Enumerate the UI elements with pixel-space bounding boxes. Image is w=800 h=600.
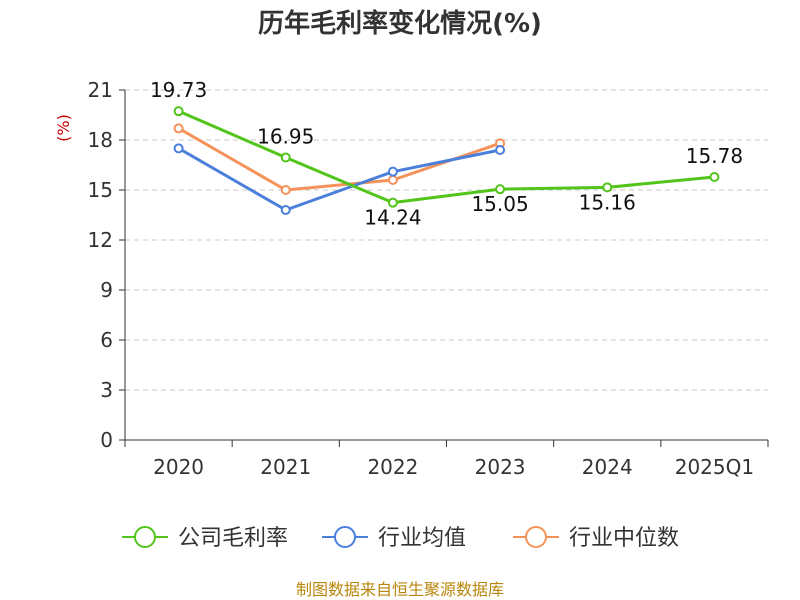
data-label: 19.73 (150, 78, 207, 102)
data-point (602, 182, 613, 193)
data-labels: 19.73 16.95 14.24 15.05 15.16 15.78 (150, 78, 743, 230)
chart-title: 历年毛利率变化情况(%) (258, 8, 542, 39)
x-tick-label: 2023 (475, 455, 526, 479)
data-label: 14.24 (364, 206, 421, 230)
source-note: 制图数据来自恒生聚源数据库 (296, 580, 504, 599)
y-tick-label: 18 (88, 128, 113, 152)
data-label: 15.05 (471, 192, 528, 216)
y-tick-label: 3 (100, 378, 113, 402)
data-point (495, 184, 506, 195)
y-tick-label: 0 (100, 428, 113, 452)
legend-label: 公司毛利率 (178, 526, 288, 551)
y-axis-unit: (%) (54, 114, 73, 142)
series-line (177, 109, 715, 205)
y-tick-label: 9 (100, 278, 113, 302)
data-point (495, 145, 506, 155)
data-point (280, 205, 291, 215)
data-point (173, 143, 184, 154)
x-tick-label: 2022 (367, 455, 418, 479)
data-point (280, 185, 291, 195)
y-tick-label: 12 (88, 228, 113, 252)
axes: 0 3 6 9 12 15 18 21 2020 2021 2022 2023 2024 2025Q1 (88, 78, 769, 479)
data-point (173, 106, 184, 117)
data-label: 16.95 (257, 125, 314, 149)
legend-swatch-marker (334, 526, 356, 548)
legend[interactable]: 公司毛利率 行业均值 行业中位数 (122, 526, 679, 551)
series-group (173, 106, 720, 215)
data-label: 15.78 (686, 144, 743, 168)
x-tick-label: 2020 (153, 455, 204, 479)
data-point (173, 123, 184, 134)
data-label: 15.16 (579, 190, 636, 214)
x-tick-label: 2024 (582, 455, 633, 479)
data-point (387, 166, 398, 177)
grid (125, 89, 768, 391)
y-tick-label: 6 (100, 328, 113, 352)
x-tick-label: 2025Q1 (675, 455, 754, 479)
data-point (387, 197, 398, 208)
x-tick-label: 2021 (260, 455, 311, 479)
data-point (709, 172, 720, 182)
data-point (280, 152, 291, 163)
legend-swatch-marker (134, 526, 156, 548)
y-tick-label: 15 (88, 178, 113, 202)
legend-label: 行业中位数 (569, 526, 679, 551)
series-line (177, 147, 501, 212)
legend-swatch-marker (525, 526, 547, 548)
data-point (387, 175, 398, 185)
legend-label: 行业均值 (378, 526, 466, 551)
y-tick-label: 21 (88, 78, 113, 102)
